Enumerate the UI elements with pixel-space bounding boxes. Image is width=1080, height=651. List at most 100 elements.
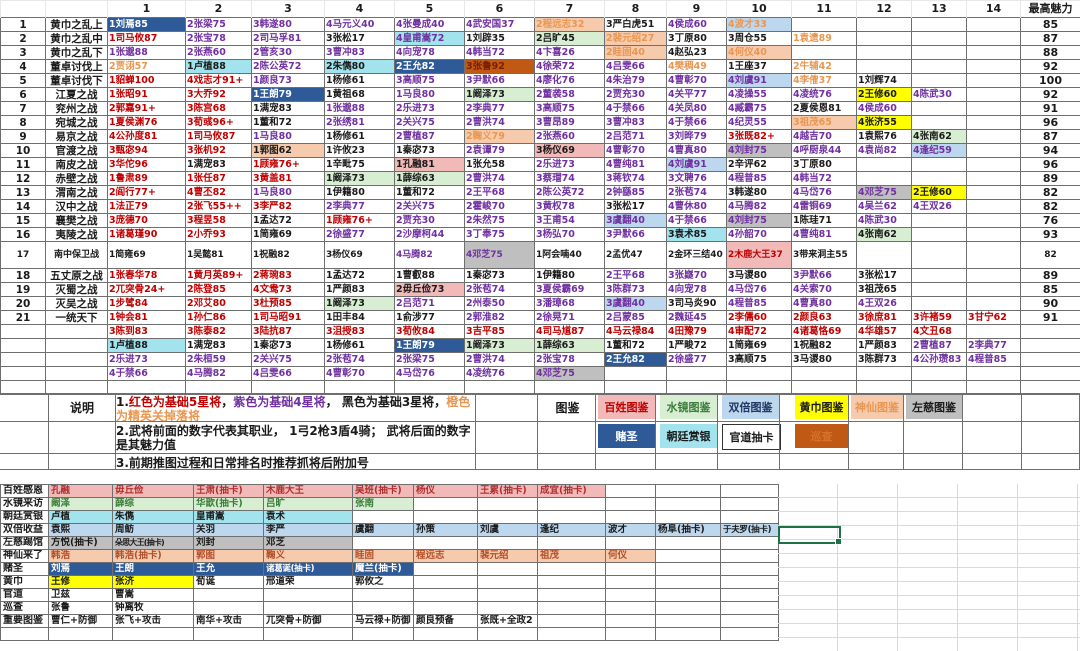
roster-cell[interactable]: 3文聘76 [666,171,727,186]
reward-badge[interactable]: 巡查 [795,424,848,448]
category-member-cell[interactable]: 兀突骨+防御 [263,614,353,628]
category-member-cell[interactable]: 卫兹 [48,588,113,602]
roster-cell[interactable]: 3丁原80 [791,157,857,172]
roster-cell[interactable]: 3荀彧96+ [185,115,252,130]
category-member-cell[interactable] [655,601,721,615]
roster-cell[interactable]: 4刘虞91 [726,73,792,88]
roster-cell[interactable]: 3杨仪69 [324,241,395,269]
max-charm-value[interactable]: 89 [1020,268,1080,283]
category-member-cell[interactable]: 杨仪 [413,484,478,498]
category-member-cell[interactable] [263,601,353,615]
roster-cell[interactable]: 4曹休80 [666,199,727,214]
roster-cell[interactable]: 2金环三结40 [666,241,727,269]
roster-cell[interactable]: 1俞涉77 [394,310,465,325]
category-member-cell[interactable]: 袁熙 [48,523,113,537]
category-label[interactable]: 重要图鉴 [0,614,49,628]
roster-cell[interactable]: 2徐晃71 [534,310,605,325]
roster-cell[interactable]: 3张松17 [324,31,395,46]
roster-cell[interactable]: 1秦宓73 [251,338,325,353]
roster-cell[interactable]: 1孙仁86 [185,310,252,325]
roster-cell[interactable]: 4张南62 [856,227,912,242]
roster-cell[interactable]: 1张春华78 [107,268,186,283]
stage-number[interactable]: 3 [0,45,46,60]
battle-name[interactable]: 襄樊之战 [45,213,108,228]
roster-cell[interactable]: 4吕雯66 [604,59,667,74]
roster-cell[interactable]: 3李严82 [251,199,325,214]
empty-cell[interactable] [413,627,478,641]
roster-cell[interactable]: 2曹植87 [911,338,967,353]
roster-cell[interactable]: 4马腾82 [185,366,252,381]
roster-cell[interactable] [966,268,1021,283]
roster-cell[interactable]: 3蔡瑁74 [534,171,605,186]
roster-cell[interactable]: 2管亥30 [251,45,325,60]
roster-cell[interactable]: 1鲁肃89 [107,171,186,186]
roster-cell[interactable]: 2李儒60 [726,310,792,325]
roster-cell[interactable]: 3尹默66 [464,73,535,88]
roster-cell[interactable]: 4曹纯81 [791,227,857,242]
roster-cell[interactable]: 4于禁66 [604,101,667,116]
roster-cell[interactable]: 2吕范71 [394,296,465,311]
category-member-cell[interactable]: 荀诞 [193,575,264,589]
roster-cell[interactable]: 2州泰50 [464,296,535,311]
category-member-cell[interactable] [655,484,721,498]
roster-cell[interactable]: 2曹洪74 [464,115,535,130]
roster-cell[interactable]: 1法正79 [107,199,186,214]
category-member-cell[interactable]: 木鹿大王 [263,484,353,498]
roster-cell[interactable]: 1曹叡88 [394,268,465,283]
category-member-cell[interactable] [720,497,779,511]
roster-cell[interactable] [856,171,912,186]
category-member-cell[interactable] [537,510,606,524]
roster-cell[interactable]: 4张济55 [856,115,912,130]
reward-badge[interactable]: 朝廷赏银 [660,424,717,448]
roster-cell[interactable]: 4李傕37 [791,73,857,88]
category-member-cell[interactable]: 成宜(抽卡) [537,484,606,498]
empty-cell[interactable] [655,627,721,641]
roster-cell[interactable]: 4马元义40 [324,17,395,32]
category-member-cell[interactable] [605,575,656,589]
roster-cell[interactable]: 3吉平85 [464,324,535,339]
stage-number[interactable]: 13 [0,185,46,200]
category-member-cell[interactable] [655,614,721,628]
category-label[interactable]: 左慈踢馆 [0,536,49,550]
roster-cell[interactable]: 2毋丘俭73 [394,282,465,297]
category-member-cell[interactable]: 诸葛诞(抽卡) [263,562,353,576]
category-member-cell[interactable]: 薛综 [112,497,194,511]
roster-cell[interactable]: 1马良80 [251,185,325,200]
selected-cell-outline[interactable] [778,526,842,545]
category-member-cell[interactable] [413,510,478,524]
category-member-cell[interactable]: 刘焉 [48,562,113,576]
empty-cell[interactable] [720,627,779,641]
roster-cell[interactable]: 4陈武30 [856,213,912,228]
roster-cell[interactable]: 1薛综63 [534,338,605,353]
roster-cell[interactable]: 2张苞74 [324,352,395,367]
roster-cell[interactable] [911,241,967,269]
roster-cell[interactable]: 4司马馗87 [534,324,605,339]
roster-cell[interactable]: 4诸葛恪69 [791,324,857,339]
roster-cell[interactable]: 4马腾82 [726,199,792,214]
roster-cell[interactable]: 4曹真80 [791,296,857,311]
roster-cell[interactable] [791,366,857,381]
roster-cell[interactable] [966,227,1021,242]
category-member-cell[interactable] [720,614,779,628]
battle-name[interactable]: 黄巾之乱下 [45,45,108,60]
roster-cell[interactable]: 1董和72 [604,338,667,353]
roster-cell[interactable]: 3陆抗87 [251,324,325,339]
roster-cell[interactable] [791,17,857,32]
category-member-cell[interactable]: 张鲁 [48,601,113,615]
roster-cell[interactable]: 4徐荣72 [534,59,605,74]
roster-cell[interactable] [911,101,967,116]
stage-number[interactable]: 16 [0,227,46,242]
roster-cell[interactable]: 1颜良73 [251,73,325,88]
category-member-cell[interactable] [605,536,656,550]
roster-cell[interactable]: 4侯成60 [666,17,727,32]
roster-cell[interactable]: 2关兴75 [394,115,465,130]
category-member-cell[interactable] [605,601,656,615]
roster-cell[interactable]: 4纪灵55 [726,115,792,130]
roster-cell[interactable]: 2小乔93 [185,227,252,242]
roster-cell[interactable]: 2关兴75 [394,199,465,214]
stage-number[interactable]: 1 [0,17,46,32]
roster-cell[interactable]: 3曹昂89 [534,115,605,130]
max-charm-value[interactable]: 87 [1020,31,1080,46]
roster-cell[interactable] [911,171,967,186]
roster-cell[interactable]: 1张昭91 [107,87,186,102]
